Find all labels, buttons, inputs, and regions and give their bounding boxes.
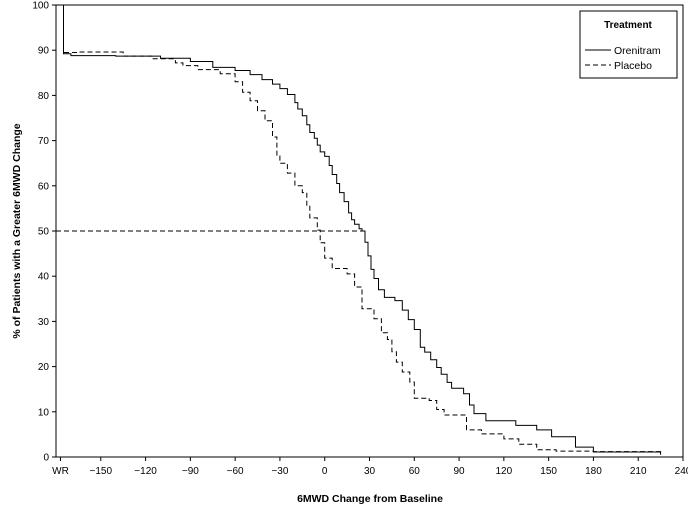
series-line-orenitram [63, 5, 662, 455]
y-tick-label: 90 [38, 46, 50, 57]
x-tick-label: −60 [227, 466, 244, 477]
legend: Treatment Orenitram Placebo [579, 10, 678, 79]
x-tick-label: −120 [134, 466, 157, 477]
y-axis-title: % of Patients with a Greater 6MWD Change [11, 123, 23, 338]
y-tick-label: 0 [43, 453, 49, 464]
x-tick-label: WR [52, 466, 69, 477]
series-line-placebo [63, 5, 662, 453]
y-tick-label: 20 [38, 362, 50, 373]
x-tick-label: 120 [496, 466, 513, 477]
y-tick-label: 70 [38, 136, 50, 147]
x-axis-title: 6MWD Change from Baseline [297, 493, 443, 505]
x-tick-label: 150 [540, 466, 557, 477]
y-tick-label: 50 [38, 227, 50, 238]
x-tick-label: 90 [454, 466, 466, 477]
y-tick-label: 80 [38, 91, 50, 102]
x-axis: WR −150 −120 −90 −60 −30 0 30 60 90 120 150 180 210 24… [52, 457, 688, 477]
y-tick-label: 10 [38, 407, 50, 418]
legend-box [579, 10, 678, 79]
x-tick-label: −90 [182, 466, 199, 477]
x-tick-label: −30 [271, 466, 288, 477]
x-tick-label: −150 [90, 466, 113, 477]
x-tick-label: 210 [630, 466, 647, 477]
series-layer [63, 5, 662, 455]
legend-label-placebo: Placebo [614, 60, 652, 72]
x-tick-label: 180 [585, 466, 602, 477]
x-tick-label: 60 [409, 466, 421, 477]
y-tick-label: 60 [38, 181, 50, 192]
y-tick-label: 40 [38, 272, 50, 283]
y-tick-label: 100 [32, 1, 49, 12]
legend-label-orenitram: Orenitram [614, 45, 661, 57]
y-tick-label: 30 [38, 317, 50, 328]
y-axis: 0 10 20 30 40 50 60 70 80 90 100 [32, 1, 56, 464]
legend-title: Treatment [604, 20, 652, 31]
x-tick-label: 0 [322, 466, 328, 477]
x-tick-label: 240 [675, 466, 688, 477]
x-tick-label: 30 [364, 466, 376, 477]
